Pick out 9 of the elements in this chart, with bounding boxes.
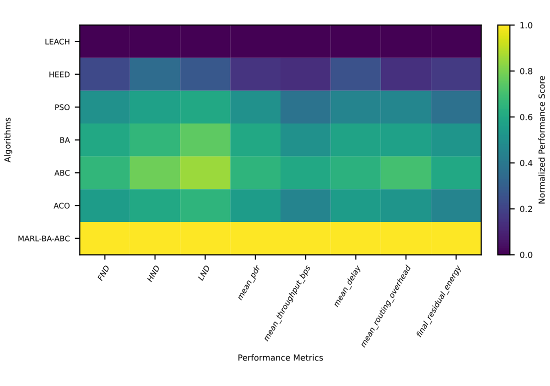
y-axis-title: Algorithms <box>4 118 12 162</box>
color-bar-label: 1.0 <box>520 22 532 28</box>
color-bar-label: 0.0 <box>520 252 532 258</box>
color-bar-label: 0.2 <box>520 206 532 212</box>
color-bar-label: 0.4 <box>520 160 532 166</box>
color-bar-title: Normalized Performance Score <box>538 76 545 204</box>
color-bar-label: 0.8 <box>520 68 532 74</box>
x-axis-title: Performance Metrics <box>238 354 323 361</box>
color-bar-label: 0.6 <box>520 114 532 120</box>
